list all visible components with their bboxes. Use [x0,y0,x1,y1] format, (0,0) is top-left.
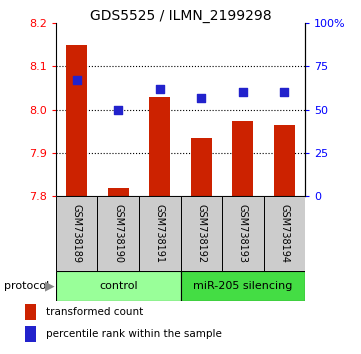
Bar [56,196,97,271]
Bar [222,196,264,271]
Bar [180,196,222,271]
Bar [139,196,180,271]
Bar [264,196,305,271]
Text: control: control [99,281,138,291]
Bar [25,326,36,342]
Text: ▶: ▶ [45,279,55,292]
Text: protocol: protocol [4,281,49,291]
Text: GSM738189: GSM738189 [72,204,82,263]
Point [74,78,80,83]
Text: GDS5525 / ILMN_2199298: GDS5525 / ILMN_2199298 [90,9,271,23]
Bar [191,138,212,196]
Text: percentile rank within the sample: percentile rank within the sample [46,330,222,339]
Point [116,107,121,113]
Point [199,95,204,101]
Point [240,90,245,95]
Text: GSM738191: GSM738191 [155,204,165,263]
Bar [274,125,295,196]
Text: GSM738193: GSM738193 [238,204,248,263]
Text: transformed count: transformed count [46,307,143,318]
Bar [97,196,139,271]
Bar [232,121,253,196]
Text: GSM738190: GSM738190 [113,204,123,263]
Bar [25,304,36,320]
Text: GSM738194: GSM738194 [279,204,289,263]
Bar [149,97,170,196]
Text: miR-205 silencing: miR-205 silencing [193,281,292,291]
Bar [66,45,87,196]
Point [157,86,162,92]
Bar [56,271,180,301]
Bar [180,271,305,301]
Point [282,90,287,95]
Bar [108,188,129,196]
Text: GSM738192: GSM738192 [196,204,206,263]
